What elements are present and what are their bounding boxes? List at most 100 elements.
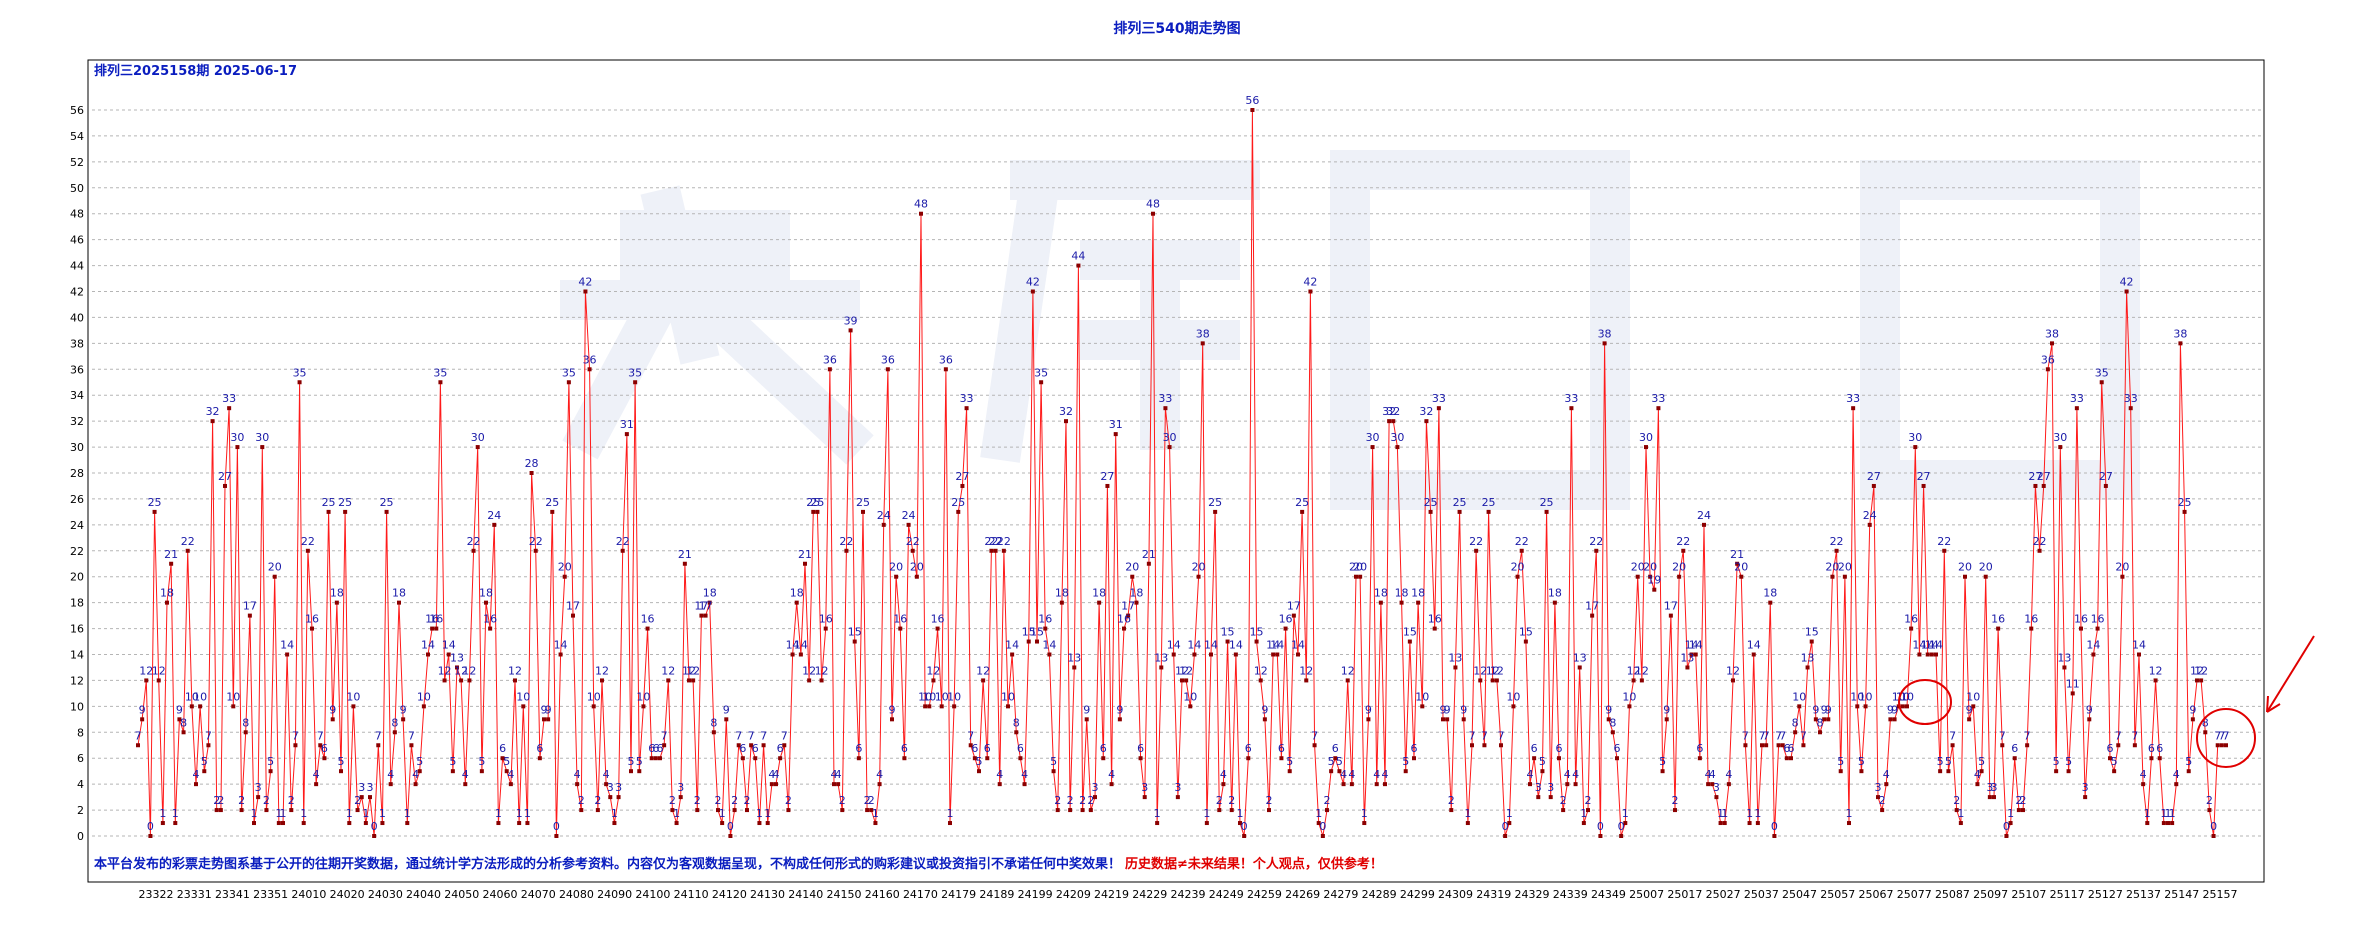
data-label: 3 [607, 781, 614, 794]
data-label: 1 [280, 807, 287, 820]
data-label: 14 [1291, 639, 1305, 652]
data-point [1072, 665, 1077, 670]
y-tick-label: 28 [70, 467, 84, 480]
data-point [2149, 756, 2154, 761]
data-point [301, 821, 306, 826]
data-point [1942, 548, 1947, 553]
data-label: 12 [454, 664, 468, 677]
data-point [972, 756, 977, 761]
watermark [560, 150, 2140, 510]
data-label: 18 [330, 587, 344, 600]
data-label: 4 [1021, 768, 1028, 781]
data-point [1229, 808, 1234, 813]
data-point [1884, 782, 1889, 787]
data-label: 30 [1366, 431, 1380, 444]
data-point [1271, 652, 1276, 657]
data-label: 13 [2057, 651, 2071, 664]
data-point [1739, 574, 1744, 579]
data-point [1706, 782, 1711, 787]
data-label: 16 [429, 613, 443, 626]
data-label: 17 [243, 600, 257, 613]
data-point [542, 717, 546, 722]
data-label: 6 [1788, 742, 1795, 755]
data-label: 10 [516, 690, 530, 703]
data-label: 6 [777, 742, 784, 755]
data-point [243, 730, 248, 735]
data-label: 20 [1672, 561, 1686, 574]
data-label: 17 [699, 600, 713, 613]
x-tick-label: 25067 [1859, 888, 1894, 901]
data-point [1519, 548, 1524, 553]
data-point [807, 678, 812, 683]
data-label: 39 [844, 314, 858, 327]
data-point [1039, 380, 1044, 385]
data-label: 1 [379, 807, 386, 820]
data-label: 14 [1912, 639, 1926, 652]
data-label: 9 [545, 703, 552, 716]
data-label: 4 [313, 768, 320, 781]
data-label: 2 [1879, 794, 1886, 807]
x-tick-label: 24329 [1515, 888, 1550, 901]
data-point [1026, 639, 1031, 644]
data-point [231, 704, 236, 709]
data-label: 9 [1365, 703, 1372, 716]
data-label: 6 [1411, 742, 1418, 755]
y-tick-label: 42 [70, 286, 84, 299]
data-point [885, 367, 890, 372]
data-point [1718, 821, 1723, 826]
data-label: 16 [2074, 613, 2088, 626]
data-point [674, 821, 679, 826]
data-label: 25 [856, 496, 870, 509]
data-point [1167, 445, 1172, 450]
data-point [2182, 509, 2187, 514]
data-point [1789, 756, 1793, 761]
data-point [2132, 743, 2137, 748]
data-label: 32 [1059, 405, 1073, 418]
data-point [1958, 821, 1963, 826]
data-label: 12 [2149, 664, 2163, 677]
data-label: 12 [1490, 664, 1504, 677]
x-tick-label: 24050 [444, 888, 479, 901]
data-point [1971, 704, 1976, 709]
data-point [467, 678, 472, 683]
data-label: 5 [1978, 755, 1985, 768]
data-point [2095, 626, 2100, 631]
x-tick-label: 24239 [1171, 888, 1206, 901]
data-label: 12 [1299, 664, 1313, 677]
data-label: 3 [255, 781, 262, 794]
data-point [1602, 341, 1607, 346]
data-label: 9 [176, 703, 183, 716]
data-point [450, 769, 455, 774]
chart-title: 排列三540期走势图 [1113, 21, 1241, 37]
data-point [1051, 769, 1056, 774]
data-label: 16 [483, 613, 497, 626]
data-label: 2 [2206, 794, 2213, 807]
data-label: 22 [989, 535, 1003, 548]
data-point [314, 782, 319, 787]
data-point [1192, 652, 1197, 657]
data-label: 15 [1403, 626, 1417, 639]
data-label: 7 [661, 729, 668, 742]
data-point [1457, 509, 1462, 514]
data-point [1577, 665, 1582, 670]
data-point [1755, 821, 1760, 826]
data-point [629, 769, 633, 774]
data-label: 38 [1196, 327, 1210, 340]
data-point [898, 626, 903, 631]
data-label: 6 [2011, 742, 2018, 755]
data-label: 7 [2131, 729, 2138, 742]
data-point [1598, 834, 1603, 838]
y-tick-label: 56 [70, 104, 84, 117]
data-point [508, 782, 513, 787]
data-point [923, 704, 928, 709]
data-label: 12 [1179, 664, 1193, 677]
x-tick-label: 24179 [941, 888, 976, 901]
data-point [1238, 821, 1242, 826]
data-point [1403, 769, 1408, 774]
data-point [1449, 808, 1454, 813]
data-label: 27 [1867, 470, 1881, 483]
data-label: 25 [1424, 496, 1438, 509]
highlight-circle-2 [2196, 708, 2256, 768]
x-tick-label: 24060 [483, 888, 518, 901]
data-point [1122, 626, 1126, 631]
